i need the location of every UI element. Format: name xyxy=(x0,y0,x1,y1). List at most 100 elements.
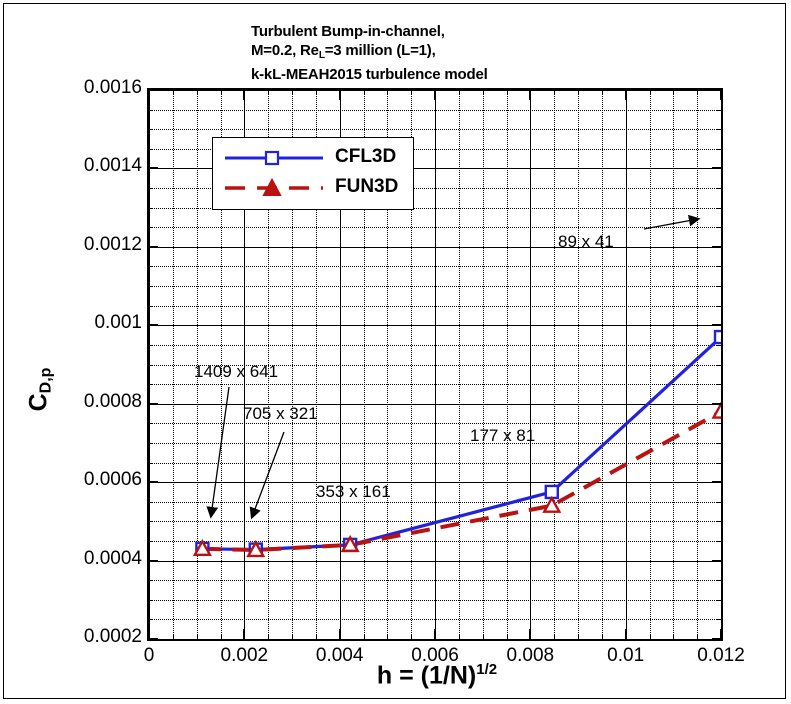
y-tick-major xyxy=(147,324,158,327)
x-tick-major xyxy=(338,629,341,641)
grid-line-horizontal-minor xyxy=(149,305,721,307)
x-tick-minor-top xyxy=(697,88,699,94)
marker-square-cfl3d xyxy=(713,329,721,345)
x-tick-label: 0.006 xyxy=(411,645,459,666)
x-tick-major xyxy=(243,629,246,641)
grid-line-horizontal-minor xyxy=(149,227,721,229)
title-line-2-pre: M=0.2, Re xyxy=(251,42,319,59)
grid-line-horizontal-minor xyxy=(149,188,721,190)
annotation-353x161: 353 x 161 xyxy=(316,482,391,501)
x-tick-major xyxy=(148,629,150,641)
grid-line-horizontal-minor xyxy=(149,286,721,288)
x-tick-major xyxy=(624,629,627,641)
x-tick-major-top xyxy=(624,88,627,100)
x-tick-minor xyxy=(292,635,293,641)
x-tick-minor xyxy=(578,635,579,641)
x-tick-label: 0.01 xyxy=(607,645,645,666)
x-tick-minor xyxy=(482,635,484,641)
legend-item-fun3d: FUN3D xyxy=(213,174,413,202)
x-tick-minor-top xyxy=(673,88,675,94)
grid-line-horizontal-minor xyxy=(149,344,721,346)
x-tick-minor xyxy=(601,635,603,641)
y-tick-minor-right xyxy=(717,442,723,444)
grid-line-horizontal-minor xyxy=(149,207,721,209)
x-tick-minor xyxy=(554,635,556,641)
y-tick-minor xyxy=(147,207,153,209)
x-tick-major-top xyxy=(338,88,341,100)
x-tick-minor xyxy=(697,635,699,641)
y-tick-minor xyxy=(147,344,153,346)
marker-triangle-fun3d xyxy=(711,401,721,419)
x-tick-major-top xyxy=(529,88,532,100)
legend-label-fun3d: FUN3D xyxy=(335,176,399,197)
x-axis-title-main: h = (1/N) xyxy=(376,661,477,690)
y-tick-minor-right xyxy=(717,305,723,307)
y-tick-minor xyxy=(147,109,153,111)
x-tick-minor xyxy=(220,635,222,641)
y-tick-minor xyxy=(147,540,153,542)
title-line-2: M=0.2, ReL=3 million (L=1), xyxy=(251,41,671,65)
y-tick-minor xyxy=(147,423,153,425)
x-tick-label: 0.008 xyxy=(506,645,555,666)
annotation-1409x641: 1409 x 641 xyxy=(194,362,279,381)
x-tick-major xyxy=(434,629,436,641)
marker-triangle-fun3d xyxy=(340,534,360,553)
y-tick-major-right xyxy=(712,638,723,640)
grid-line-horizontal-major xyxy=(149,560,721,562)
x-tick-major xyxy=(529,629,532,641)
annotation-177x81: 177 x 81 xyxy=(470,426,536,445)
x-tick-minor-top xyxy=(387,88,389,94)
legend-swatch-fun3d xyxy=(225,177,323,196)
x-tick-minor-top xyxy=(649,88,651,94)
y-tick-minor xyxy=(147,129,153,131)
y-tick-major-right xyxy=(712,324,723,327)
grid-line-horizontal-minor xyxy=(149,109,721,111)
grid-line-horizontal-minor xyxy=(149,129,721,131)
grid-line-horizontal-minor xyxy=(149,266,721,268)
marker-triangle-fun3d xyxy=(542,495,562,513)
x-tick-major-top xyxy=(243,88,246,100)
y-tick-minor-right xyxy=(717,148,723,150)
y-tick-minor xyxy=(147,384,153,386)
x-tick-label: 0.004 xyxy=(315,645,364,666)
y-tick-minor-right xyxy=(717,384,723,386)
y-tick-minor xyxy=(147,442,153,444)
y-tick-minor xyxy=(147,619,153,621)
y-tick-minor-right xyxy=(717,188,723,190)
x-tick-minor-top xyxy=(458,88,460,94)
x-tick-minor-top xyxy=(578,88,579,94)
y-tick-major-right xyxy=(712,245,723,248)
grid-line-horizontal-minor xyxy=(149,423,721,425)
grid-line-horizontal-minor xyxy=(149,540,721,542)
x-tick-minor xyxy=(315,635,317,641)
x-tick-minor-top xyxy=(268,88,270,94)
y-tick-minor-right xyxy=(717,207,723,209)
x-tick-label: 0 xyxy=(143,645,155,666)
x-tick-minor-top xyxy=(172,88,174,94)
y-tick-major-right xyxy=(712,559,723,562)
grid-line-horizontal-minor xyxy=(149,442,721,444)
y-tick-label: 0.0008 xyxy=(83,390,142,412)
title-line-1: Turbulent Bump-in-channel, xyxy=(251,23,445,40)
y-tick-minor-right xyxy=(717,580,723,582)
x-tick-minor xyxy=(387,635,389,641)
y-tick-major-right xyxy=(712,89,723,91)
data-curves xyxy=(192,329,721,558)
figure-frame: Turbulent Bump-in-channel, M=0.2, ReL=3 … xyxy=(3,3,786,699)
x-tick-label: 0.002 xyxy=(220,645,269,666)
x-axis-title: h = (1/N)1/2 xyxy=(287,661,587,690)
grid-line-horizontal-minor xyxy=(149,501,721,503)
legend-item-cfl3d: CFL3D xyxy=(213,144,413,172)
y-tick-major xyxy=(147,559,158,562)
grid-line-horizontal-minor xyxy=(149,148,721,150)
annotation-89x41: 89 x 41 xyxy=(558,232,614,251)
y-tick-major-right xyxy=(712,481,723,484)
x-tick-minor-top xyxy=(601,88,603,94)
grid-line-horizontal-major xyxy=(149,325,721,327)
x-tick-minor xyxy=(649,635,651,641)
annotation-705x321: 705 x 321 xyxy=(243,404,318,423)
y-tick-major xyxy=(147,245,158,248)
y-tick-major xyxy=(147,89,158,91)
y-tick-minor xyxy=(147,521,153,523)
grid-line-horizontal-minor xyxy=(149,462,721,464)
